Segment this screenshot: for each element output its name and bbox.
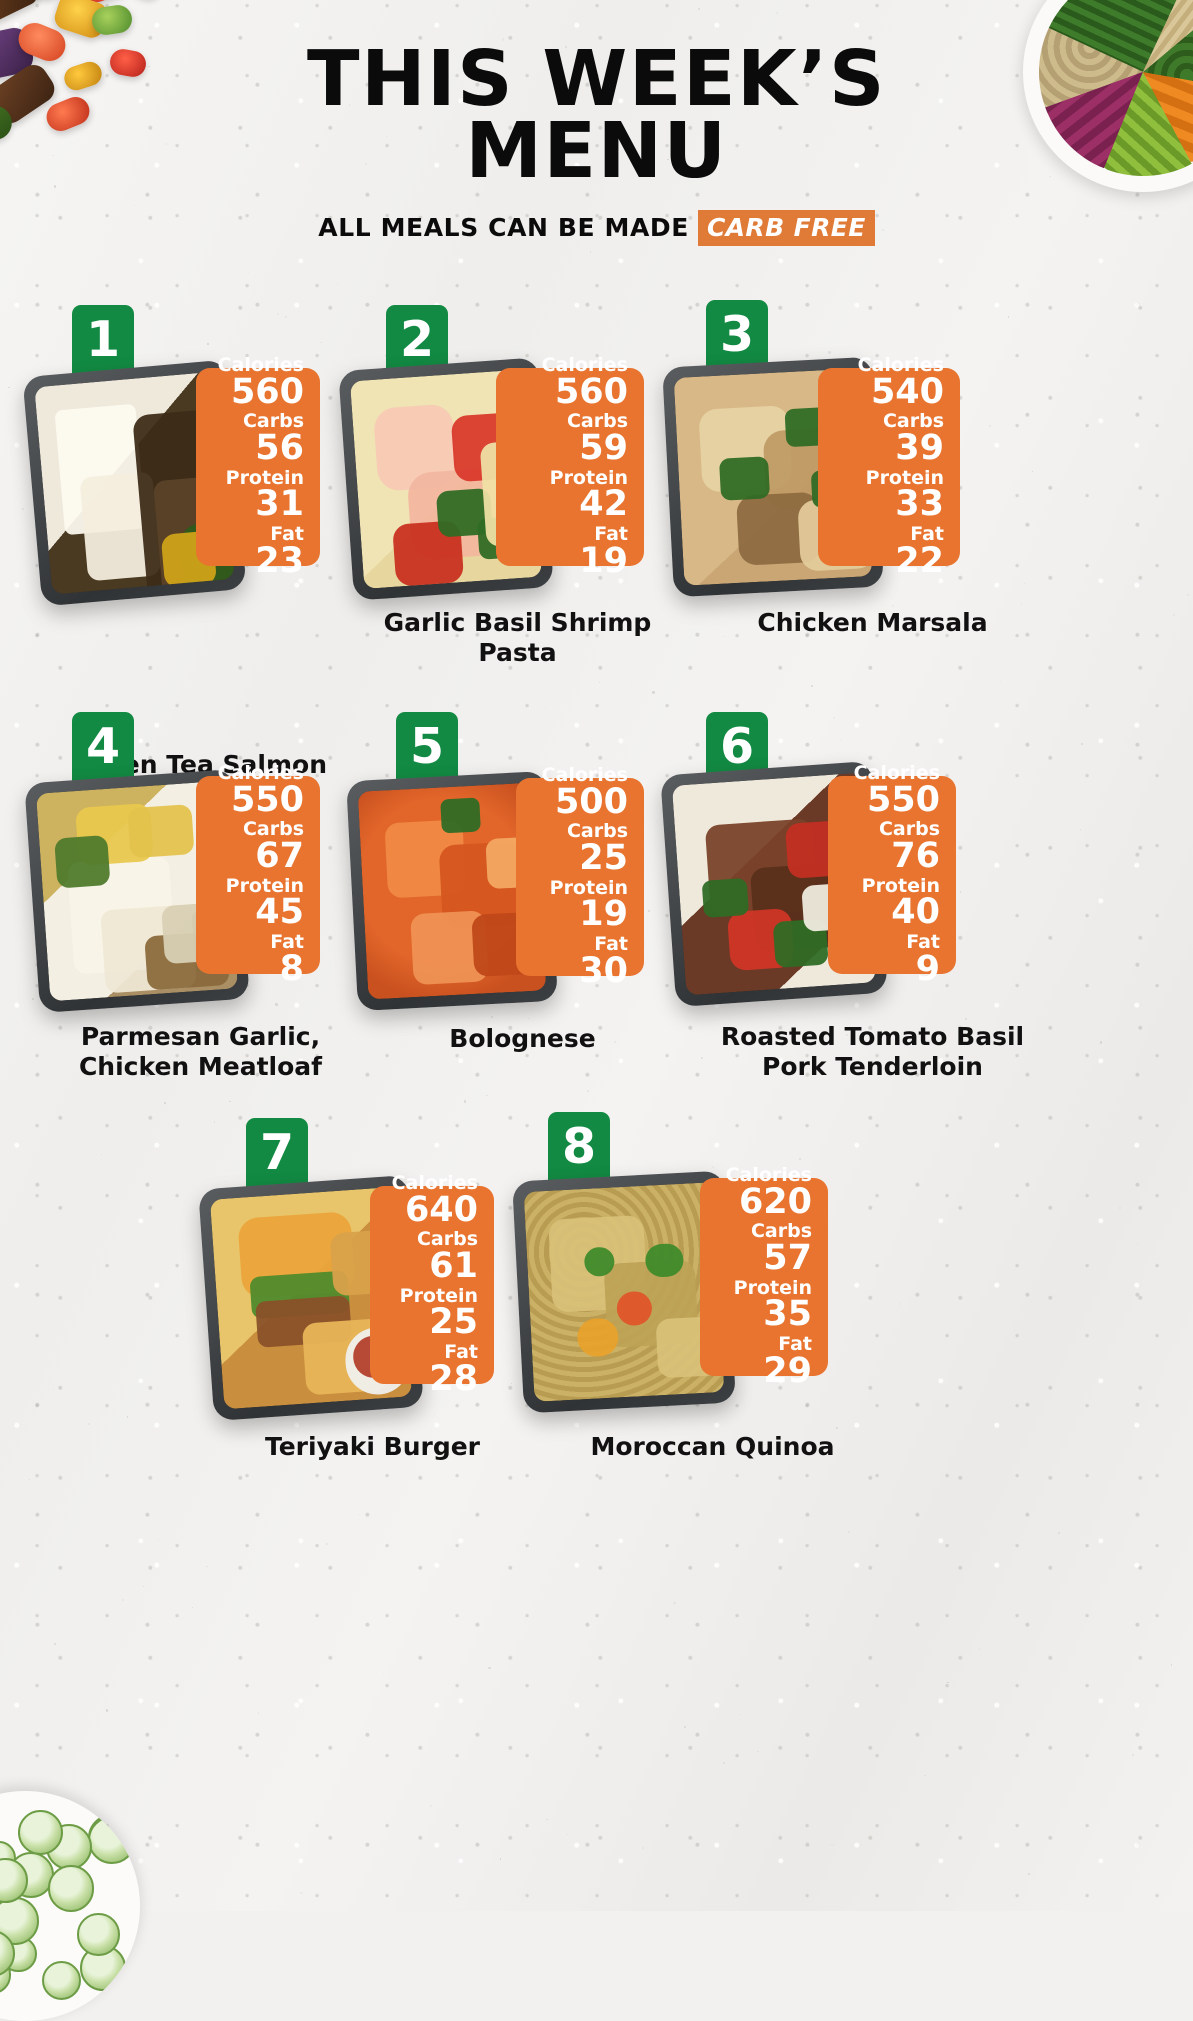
protein-value: 19: [579, 898, 628, 932]
food-detail: [127, 804, 194, 858]
fat-value: 8: [280, 953, 304, 987]
meal-number: 8: [562, 1118, 596, 1175]
subtitle-text: ALL MEALS CAN BE MADE: [318, 213, 689, 242]
fat-value: 23: [255, 545, 304, 579]
page-title: THIS WEEK’S MENU: [0, 44, 1193, 189]
subtitle: ALL MEALS CAN BE MADE CARB FREE: [0, 210, 1193, 246]
meal-number: 1: [86, 311, 120, 368]
carbs-value: 57: [763, 1242, 812, 1276]
poster-header: THIS WEEK’S MENU ALL MEALS CAN BE MADE C…: [0, 44, 1193, 246]
fat-value: 28: [429, 1363, 478, 1397]
nutrition-panel: Calories 560 Carbs 56 Protein 31 Fat 23: [196, 368, 320, 566]
meal-name: Teriyaki Burger: [200, 1432, 545, 1462]
meal-number: 7: [260, 1124, 294, 1181]
food-image: [524, 1182, 725, 1402]
calories-value: 500: [555, 786, 628, 820]
carbs-value: 67: [255, 840, 304, 874]
food-detail: [440, 798, 481, 833]
meal-number: 3: [720, 306, 754, 363]
nutrition-panel: Calories 640 Carbs 61 Protein 25 Fat 28: [370, 1186, 494, 1384]
food-detail: [576, 1318, 620, 1358]
carbs-value: 76: [891, 840, 940, 874]
calories-value: 550: [231, 784, 304, 818]
carb-free-badge: CARB FREE: [698, 210, 875, 246]
protein-value: 40: [891, 896, 940, 930]
calories-value: 550: [867, 784, 940, 818]
carbs-value: 59: [579, 432, 628, 466]
calories-value: 640: [405, 1194, 478, 1228]
protein-value: 33: [895, 488, 944, 522]
meal-name: Parmesan Garlic, Chicken Meatloaf: [28, 1022, 373, 1081]
nutrition-panel: Calories 500 Carbs 25 Protein 19 Fat 30: [516, 778, 644, 976]
calories-value: 540: [871, 376, 944, 410]
carbs-value: 61: [429, 1250, 478, 1284]
tray-interior: [524, 1182, 725, 1402]
calories-value: 560: [231, 376, 304, 410]
food-detail: [701, 877, 749, 918]
carbs-value: 39: [895, 432, 944, 466]
carbs-value: 56: [255, 432, 304, 466]
meal-number: 6: [720, 718, 754, 775]
protein-value: 45: [255, 896, 304, 930]
nutrition-panel: Calories 550 Carbs 67 Protein 45 Fat 8: [196, 776, 320, 974]
protein-value: 31: [255, 488, 304, 522]
meal-name: Garlic Basil Shrimp Pasta: [345, 608, 690, 667]
meal-number: 4: [86, 718, 120, 775]
calories-value: 560: [555, 376, 628, 410]
food-detail: [719, 456, 770, 500]
meal-number: 2: [400, 311, 434, 368]
protein-value: 35: [763, 1298, 812, 1332]
nutrition-panel: Calories 620 Carbs 57 Protein 35 Fat 29: [700, 1178, 828, 1376]
nutrition-panel: Calories 560 Carbs 59 Protein 42 Fat 19: [496, 368, 644, 566]
meal-name: Chicken Marsala: [700, 608, 1045, 638]
fat-value: 19: [579, 545, 628, 579]
fat-value: 29: [763, 1355, 812, 1389]
meal-number: 5: [410, 718, 444, 775]
meal-name: Roasted Tomato Basil Pork Tenderloin: [700, 1022, 1045, 1081]
fat-value: 22: [895, 545, 944, 579]
calories-value: 620: [739, 1186, 812, 1220]
nutrition-panel: Calories 550 Carbs 76 Protein 40 Fat 9: [828, 776, 956, 974]
fat-value: 9: [916, 953, 940, 987]
carbs-value: 25: [579, 842, 628, 876]
food-detail: [54, 835, 110, 888]
nutrition-panel: Calories 540 Carbs 39 Protein 33 Fat 22: [818, 368, 960, 566]
protein-value: 42: [579, 488, 628, 522]
fat-value: 30: [579, 955, 628, 989]
meal-name: Bolognese: [350, 1024, 695, 1054]
meal-name: Moroccan Quinoa: [540, 1432, 885, 1462]
title-line-2: MENU: [0, 116, 1193, 188]
protein-value: 25: [429, 1306, 478, 1340]
